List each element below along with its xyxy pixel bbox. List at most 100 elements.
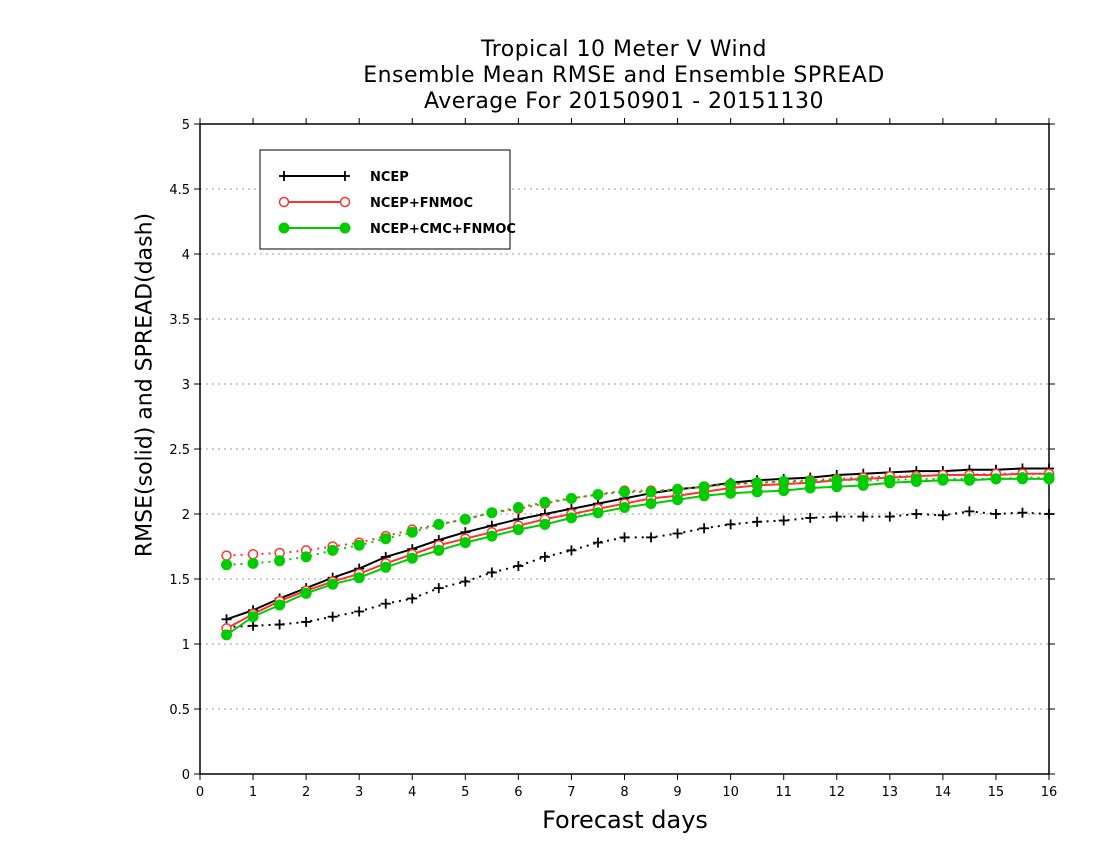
series-line-spread-ncep-fnmoc bbox=[226, 472, 1049, 557]
spread-point-ncep bbox=[460, 576, 471, 587]
spread-point-ncep-cmc-fnmoc bbox=[565, 492, 577, 504]
legend-item-ncep: NCEP bbox=[284, 170, 409, 185]
spread-point-ncep-cmc-fnmoc bbox=[459, 513, 471, 525]
spread-point-ncep-cmc-fnmoc bbox=[1043, 472, 1055, 484]
legend-marker-end bbox=[339, 196, 351, 208]
legend-marker-end bbox=[340, 171, 350, 181]
spread-point-ncep bbox=[486, 567, 497, 578]
spread-point-ncep bbox=[1017, 507, 1028, 518]
rmse-point-ncep-cmc-fnmoc bbox=[327, 578, 339, 590]
x-tick-label: 15 bbox=[988, 785, 1005, 800]
spread-point-ncep bbox=[725, 519, 736, 530]
rmse-point-ncep-cmc-fnmoc bbox=[221, 629, 233, 641]
spread-point-ncep-cmc-fnmoc bbox=[937, 473, 949, 485]
x-tick-label: 4 bbox=[408, 785, 416, 800]
rmse-point-ncep-cmc-fnmoc bbox=[512, 524, 524, 536]
x-tick-label: 8 bbox=[620, 785, 628, 800]
spread-point-ncep bbox=[354, 606, 365, 617]
spread-point-ncep bbox=[592, 537, 603, 548]
x-tick-label: 6 bbox=[514, 785, 522, 800]
spread-point-ncep bbox=[248, 620, 259, 631]
x-tick-label: 1 bbox=[249, 785, 257, 800]
spread-point-ncep bbox=[646, 532, 657, 543]
rmse-point-ncep-cmc-fnmoc bbox=[592, 507, 604, 519]
spread-point-ncep-cmc-fnmoc bbox=[672, 483, 684, 495]
y-tick-label: 2.5 bbox=[169, 443, 190, 458]
spread-point-ncep-cmc-fnmoc bbox=[857, 474, 869, 486]
spread-point-ncep bbox=[1044, 509, 1054, 519]
spread-point-ncep bbox=[805, 512, 816, 523]
x-tick-label: 0 bbox=[196, 785, 204, 800]
rmse-point-ncep-cmc-fnmoc bbox=[698, 490, 710, 502]
series-line-rmse-ncep bbox=[226, 467, 1049, 621]
spread-point-ncep bbox=[937, 510, 948, 521]
spread-point-ncep bbox=[619, 532, 630, 543]
legend-item-ncep-fnmoc: NCEP+FNMOC bbox=[284, 196, 473, 211]
x-tick-label: 14 bbox=[935, 785, 952, 800]
spread-point-ncep bbox=[778, 515, 789, 526]
rmse-point-ncep-cmc-fnmoc bbox=[406, 552, 418, 564]
legend: NCEP NCEP+FNMOC NCEP+CMC+FNMOC bbox=[259, 149, 516, 250]
rmse-point-ncep-cmc-fnmoc bbox=[353, 572, 365, 584]
legend-marker-start bbox=[279, 171, 289, 181]
spread-point-ncep bbox=[752, 516, 763, 527]
y-tick-label: 0.5 bbox=[169, 703, 190, 718]
rmse-point-ncep-cmc-fnmoc bbox=[751, 486, 763, 498]
spread-point-ncep-cmc-fnmoc bbox=[910, 473, 922, 485]
rmse-point-ncep-cmc-fnmoc bbox=[274, 599, 286, 611]
spread-point-ncep-cmc-fnmoc bbox=[433, 518, 445, 530]
spread-point-ncep bbox=[301, 616, 312, 627]
rmse-point-ncep-cmc-fnmoc bbox=[459, 537, 471, 549]
spread-point-ncep bbox=[566, 545, 577, 556]
spread-point-ncep bbox=[327, 611, 338, 622]
x-tick-label: 3 bbox=[355, 785, 363, 800]
spread-point-ncep-cmc-fnmoc bbox=[990, 473, 1002, 485]
spread-point-ncep-cmc-fnmoc bbox=[539, 496, 551, 508]
rmse-point-ncep-cmc-fnmoc bbox=[778, 485, 790, 497]
spread-point-ncep bbox=[884, 511, 895, 522]
spread-point-ncep-cmc-fnmoc bbox=[380, 533, 392, 545]
spread-point-ncep bbox=[858, 511, 869, 522]
x-tick-label: 11 bbox=[775, 785, 792, 800]
spread-point-ncep-cmc-fnmoc bbox=[300, 551, 312, 563]
spread-point-ncep-cmc-fnmoc bbox=[274, 555, 286, 567]
series-line-rmse-ncep-fnmoc bbox=[226, 472, 1049, 630]
spread-point-ncep-cmc-fnmoc bbox=[698, 481, 710, 493]
x-tick-label: 10 bbox=[722, 785, 739, 800]
spread-point-ncep-cmc-fnmoc bbox=[486, 507, 498, 519]
rmse-point-ncep-cmc-fnmoc bbox=[433, 544, 445, 556]
spread-point-ncep bbox=[699, 523, 710, 534]
spread-point-ncep-cmc-fnmoc bbox=[831, 474, 843, 486]
chart-title-line-1: Tropical 10 Meter V Wind bbox=[480, 37, 768, 62]
rmse-point-ncep-cmc-fnmoc bbox=[539, 518, 551, 530]
spread-point-ncep-cmc-fnmoc bbox=[619, 486, 630, 498]
chart-title-line-3: Average For 20150901 - 20151130 bbox=[423, 89, 825, 114]
series-line-spread-ncep-cmc-fnmoc bbox=[226, 476, 1049, 566]
y-tick-label: 0 bbox=[182, 768, 190, 783]
series-line-rmse-ncep-cmc-fnmoc bbox=[225, 477, 1049, 636]
series-line-spread-ncep bbox=[226, 510, 1050, 629]
spread-point-ncep bbox=[990, 509, 1001, 519]
spread-point-ncep bbox=[513, 561, 524, 571]
legend-marker-start bbox=[278, 196, 290, 208]
y-tick-label: 1.5 bbox=[169, 573, 190, 588]
chart-title-line-2: Ensemble Mean RMSE and Ensemble SPREAD bbox=[363, 63, 885, 88]
rmse-point-ncep-cmc-fnmoc bbox=[380, 561, 392, 573]
spread-point-ncep-fnmoc bbox=[221, 550, 232, 561]
spread-point-ncep-cmc-fnmoc bbox=[353, 539, 365, 551]
spread-point-ncep-cmc-fnmoc bbox=[645, 486, 657, 498]
spread-point-ncep-cmc-fnmoc bbox=[963, 473, 975, 485]
spread-point-ncep bbox=[539, 551, 550, 562]
y-tick-label: 4 bbox=[182, 248, 190, 263]
spread-point-ncep bbox=[911, 509, 922, 519]
spread-point-ncep-cmc-fnmoc bbox=[592, 489, 604, 500]
rmse-point-ncep-cmc-fnmoc bbox=[619, 502, 630, 513]
rmse-point-ncep-cmc-fnmoc bbox=[645, 498, 657, 510]
x-tick-label: 5 bbox=[461, 785, 469, 800]
rmse-point-ncep-cmc-fnmoc bbox=[486, 530, 498, 542]
x-tick-label: 7 bbox=[567, 785, 575, 800]
x-tick-label: 12 bbox=[828, 785, 845, 800]
spread-point-ncep bbox=[274, 619, 285, 630]
y-tick-label: 1 bbox=[182, 638, 190, 653]
